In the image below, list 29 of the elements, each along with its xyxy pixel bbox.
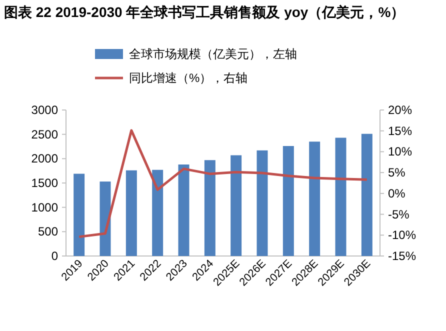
y-tick-label: 2500 <box>31 127 58 142</box>
y2-tick-label: -15% <box>388 249 416 263</box>
y2-tick-label: 10% <box>388 144 412 159</box>
y2-tick-label: 20% <box>388 103 412 117</box>
bar <box>152 170 164 256</box>
y2-tick-label: -10% <box>388 228 416 242</box>
bar <box>282 146 294 256</box>
bar <box>309 142 320 256</box>
bar <box>178 164 190 256</box>
bar <box>126 170 137 256</box>
bar <box>74 174 85 256</box>
y2-tick-label: 5% <box>388 166 406 180</box>
y-tick-label: 1500 <box>31 176 58 190</box>
y-tick-label: 1000 <box>31 200 58 214</box>
legend-label: 全球市场规模（亿美元），左轴 <box>129 47 297 61</box>
y2-tick-label: -5% <box>388 207 410 222</box>
y-tick-label: 0 <box>51 249 58 263</box>
chart-title: 图表 22 2019-2030 年全球书写工具销售额及 yoy（亿美元，%） <box>4 3 406 22</box>
bar <box>361 134 372 256</box>
y2-tick-label: 0% <box>388 186 406 200</box>
y-tick-label: 3000 <box>31 103 58 117</box>
y-tick-label: 2000 <box>31 152 58 166</box>
legend-label: 同比增速（%），右轴 <box>129 71 248 85</box>
bar <box>204 160 216 256</box>
y-tick-label: 500 <box>38 224 58 239</box>
y2-tick-label: 15% <box>388 124 412 138</box>
bar <box>230 155 242 256</box>
bar <box>335 138 346 256</box>
bar <box>256 150 268 256</box>
